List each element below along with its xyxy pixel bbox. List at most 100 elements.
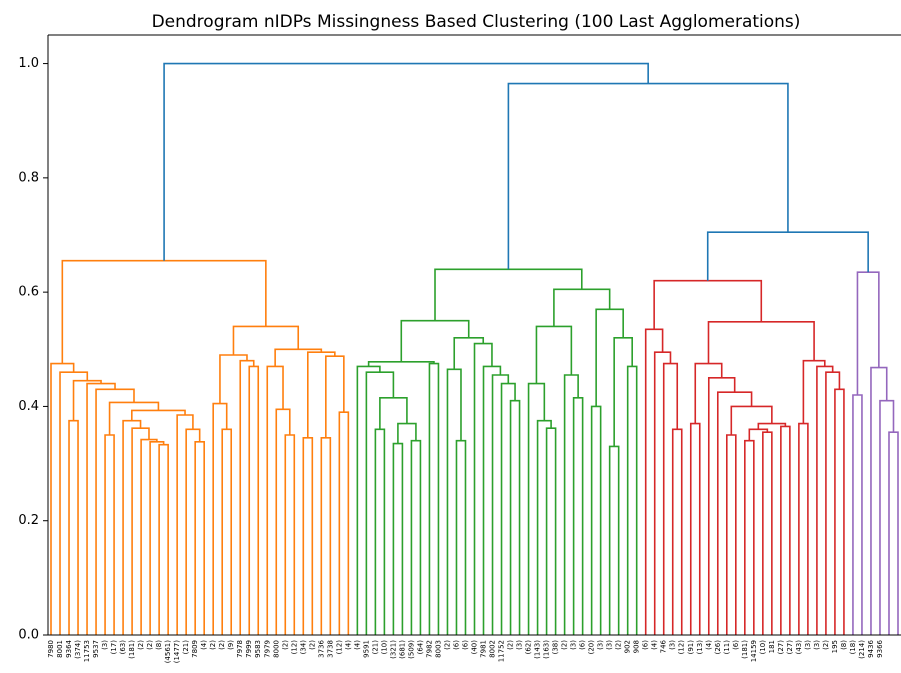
- leaf-label: (27): [786, 640, 794, 655]
- link: [706, 231, 869, 281]
- y-tick-label: 0.6: [18, 285, 39, 300]
- leaf-label: (3): [813, 640, 821, 650]
- link: [595, 308, 624, 407]
- link: [748, 428, 769, 441]
- leaf-label: (509): [407, 640, 415, 659]
- link: [410, 439, 422, 635]
- link: [563, 374, 579, 635]
- leaf-label: 14159: [750, 640, 758, 662]
- link: [730, 405, 773, 435]
- link: [500, 382, 516, 635]
- leaf-label: 9591: [362, 640, 370, 658]
- link: [816, 365, 834, 635]
- leaf-label: (27): [777, 640, 785, 655]
- link: [163, 62, 649, 261]
- link: [535, 325, 573, 384]
- link: [744, 439, 755, 635]
- leaf-label: (62): [525, 640, 533, 655]
- y-tick-label: 1.0: [18, 56, 39, 71]
- leaf-label: (2): [281, 640, 289, 650]
- leaf-label: (4): [651, 640, 659, 650]
- leaf-label: 7809: [191, 640, 199, 658]
- leaf-label: (40): [471, 640, 479, 655]
- link: [613, 337, 633, 447]
- leaf-label: (2): [146, 640, 154, 650]
- leaf-label: (1477): [173, 640, 181, 664]
- link: [149, 441, 165, 635]
- leaf-label: 7980: [47, 640, 55, 658]
- link: [644, 328, 664, 635]
- link: [780, 425, 791, 635]
- leaf-label: (38): [552, 640, 560, 655]
- leaf-label: 9366: [876, 639, 884, 657]
- link: [879, 399, 895, 635]
- link: [888, 431, 899, 635]
- leaf-label: (163): [543, 640, 551, 659]
- leaf-label: (143): [534, 640, 542, 659]
- link: [61, 259, 267, 364]
- leaf-label: 8001: [56, 640, 64, 658]
- link: [86, 382, 116, 635]
- link: [653, 351, 672, 635]
- link: [507, 82, 789, 270]
- link: [392, 442, 404, 635]
- leaf-label: (8): [840, 640, 848, 650]
- leaf-label: (3): [804, 640, 812, 650]
- leaf-label: (2): [443, 640, 451, 650]
- leaf-label: (214): [858, 640, 866, 659]
- link: [400, 319, 470, 362]
- leaf-label: 9537: [92, 640, 100, 658]
- link: [221, 428, 233, 635]
- link: [212, 402, 228, 635]
- link: [856, 271, 880, 395]
- link: [59, 371, 89, 635]
- leaf-label: 7978: [236, 640, 244, 658]
- link: [284, 434, 296, 635]
- link: [176, 414, 194, 635]
- link: [248, 365, 260, 635]
- leaf-label: 7982: [425, 640, 433, 658]
- link: [434, 268, 583, 321]
- leaf-label: (21): [182, 640, 190, 655]
- leaf-label: 8000: [272, 640, 280, 658]
- leaf-label: (6): [579, 640, 587, 650]
- leaf-label: (2): [209, 640, 217, 650]
- leaf-label: 181: [768, 640, 776, 653]
- leaf-label: 902: [624, 640, 632, 653]
- link: [266, 365, 284, 635]
- leaf-label: 8003: [434, 640, 442, 658]
- leaf-label: (3): [606, 640, 614, 650]
- leaf-label: (64): [416, 640, 424, 655]
- leaf-label: (20): [588, 640, 596, 655]
- leaf-label: (321): [389, 640, 397, 659]
- link: [428, 362, 440, 635]
- link: [671, 428, 683, 635]
- leaf-label: (91): [687, 640, 695, 655]
- leaf-label: (2): [615, 640, 623, 650]
- link: [239, 359, 255, 635]
- y-tick-label: 0.2: [18, 513, 39, 528]
- link: [356, 365, 381, 635]
- leaf-label: 9364: [65, 639, 73, 657]
- leaf-label: (6): [461, 640, 469, 650]
- link: [365, 371, 395, 635]
- link: [338, 411, 350, 635]
- leaf-label: 11752: [498, 640, 506, 662]
- leaf-label: (6): [732, 640, 740, 650]
- leaf-label: (4): [200, 640, 208, 650]
- y-tick-label: 0.0: [18, 628, 39, 643]
- leaf-label: 8002: [489, 640, 497, 658]
- link: [446, 368, 462, 635]
- leaf-label: (10): [759, 640, 767, 655]
- link: [307, 351, 336, 438]
- leaf-label: 908: [633, 640, 641, 653]
- link: [108, 401, 160, 435]
- leaf-label: (4): [353, 640, 361, 650]
- y-tick-label: 0.4: [18, 399, 39, 414]
- link: [689, 422, 701, 635]
- leaf-label: (26): [714, 640, 722, 655]
- link: [95, 388, 135, 635]
- leaf-label: 9436: [867, 639, 875, 657]
